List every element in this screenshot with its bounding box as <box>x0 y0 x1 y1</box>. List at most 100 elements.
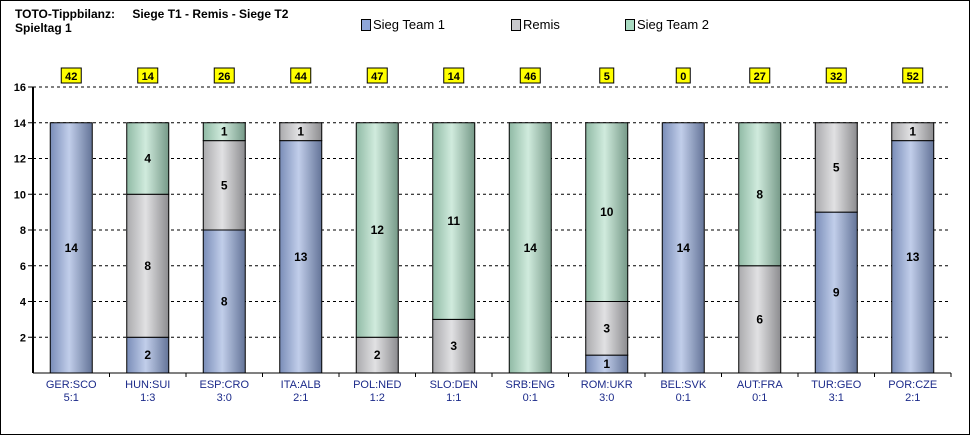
y-tick-label-2: 2 <box>20 332 26 344</box>
segment-label-esp-cro-sieg-team-1: 8 <box>221 295 228 309</box>
bar-segment-bel-svk-sieg-team-1 <box>661 122 705 374</box>
segment-label-ita-alb-sieg-team-1: 13 <box>294 250 308 264</box>
top-label-box-srb-eng <box>519 67 541 84</box>
segment-label-esp-cro-remis: 5 <box>221 178 228 192</box>
top-label-box-hun-sui <box>137 67 159 84</box>
bar-segment-esp-cro-sieg-team-2 <box>202 122 246 142</box>
legend-item-remis: Remis <box>511 17 560 32</box>
top-label-ger-sco: 42 <box>65 71 77 83</box>
category-label-aut-fra: AUT:FRA <box>737 379 784 391</box>
category-label-rom-ukr: ROM:UKR <box>581 379 633 391</box>
top-label-srb-eng: 46 <box>524 71 536 83</box>
bar-segment-hun-sui-sieg-team-2 <box>126 122 170 195</box>
category-label-slo-den: SLO:DEN <box>430 379 478 391</box>
result-label-aut-fra: 0:1 <box>752 392 767 404</box>
result-label-ita-alb: 2:1 <box>293 392 308 404</box>
top-label-ita-alb: 44 <box>295 71 308 83</box>
legend-item-sieg-team-2: Sieg Team 2 <box>625 17 709 32</box>
y-tick-label-6: 6 <box>20 261 26 273</box>
bar-segment-esp-cro-remis <box>202 140 246 231</box>
top-label-box-aut-fra <box>749 67 771 84</box>
category-label-tur-geo: TUR:GEO <box>811 379 862 391</box>
segment-label-srb-eng-sieg-team-2: 14 <box>524 241 538 255</box>
bar-segment-srb-eng-sieg-team-2 <box>508 122 552 374</box>
result-label-pol-ned: 1:2 <box>370 392 385 404</box>
bar-segment-rom-ukr-sieg-team-2 <box>585 122 629 302</box>
chart-title-prefix: TOTO-Tippbilanz: <box>15 7 115 21</box>
segment-label-pol-ned-sieg-team-2: 12 <box>371 223 385 237</box>
result-label-esp-cro: 3:0 <box>217 392 232 404</box>
segment-label-esp-cro-sieg-team-2: 1 <box>221 125 228 139</box>
top-label-esp-cro: 26 <box>218 71 230 83</box>
result-label-bel-svk: 0:1 <box>676 392 691 404</box>
top-label-box-ger-sco <box>60 67 82 84</box>
result-label-srb-eng: 0:1 <box>523 392 538 404</box>
bar-segment-hun-sui-remis <box>126 193 170 338</box>
result-label-por-cze: 2:1 <box>905 392 920 404</box>
y-tick-label-14: 14 <box>14 118 27 130</box>
top-label-box-bel-svk <box>675 67 691 84</box>
legend-label-remis: Remis <box>523 17 560 32</box>
result-label-hun-sui: 1:3 <box>140 392 155 404</box>
category-label-ger-sco: GER:SCO <box>46 379 97 391</box>
chart-subtitle: Spieltag 1 <box>15 21 72 35</box>
bar-segment-por-cze-sieg-team-1 <box>891 140 935 374</box>
bar-segment-ita-alb-remis <box>279 122 323 142</box>
legend-swatch-sieg-team-2 <box>625 19 635 31</box>
category-label-pol-ned: POL:NED <box>353 379 401 391</box>
result-label-slo-den: 1:1 <box>446 392 461 404</box>
segment-label-slo-den-remis: 3 <box>450 339 457 353</box>
bar-segment-ger-sco-sieg-team-1 <box>49 122 93 374</box>
segment-label-slo-den-sieg-team-2: 11 <box>447 214 460 228</box>
legend-swatch-sieg-team-1 <box>361 19 371 31</box>
result-label-ger-sco: 5:1 <box>64 392 79 404</box>
segment-label-por-cze-remis: 1 <box>909 125 916 139</box>
y-tick-label-10: 10 <box>14 189 26 201</box>
segment-label-ger-sco-sieg-team-1: 14 <box>65 241 79 255</box>
category-label-por-cze: POR:CZE <box>888 379 937 391</box>
segment-label-bel-svk-sieg-team-1: 14 <box>677 241 691 255</box>
category-label-esp-cro: ESP:CRO <box>199 379 249 391</box>
top-label-box-pol-ned <box>366 67 388 84</box>
top-label-slo-den: 14 <box>448 71 461 83</box>
segment-label-pol-ned-remis: 2 <box>374 348 381 362</box>
bar-segment-slo-den-sieg-team-2 <box>432 122 476 320</box>
segment-label-rom-ukr-sieg-team-2: 10 <box>600 205 614 219</box>
legend-item-sieg-team-1: Sieg Team 1 <box>361 17 445 32</box>
top-label-box-por-cze <box>902 67 924 84</box>
category-label-bel-svk: BEL:SVK <box>660 379 707 391</box>
y-tick-label-12: 12 <box>14 154 26 166</box>
bar-segment-tur-geo-remis <box>814 122 858 213</box>
top-label-tur-geo: 32 <box>830 71 842 83</box>
segment-label-por-cze-sieg-team-1: 13 <box>906 250 920 264</box>
bar-segment-aut-fra-remis <box>738 265 782 374</box>
top-label-pol-ned: 47 <box>371 71 383 83</box>
bar-segment-pol-ned-remis <box>355 336 399 374</box>
legend-swatch-remis <box>511 19 521 31</box>
result-label-rom-ukr: 3:0 <box>599 392 614 404</box>
segment-label-ita-alb-remis: 1 <box>297 125 304 139</box>
bar-segment-aut-fra-sieg-team-2 <box>738 122 782 267</box>
segment-label-hun-sui-remis: 8 <box>144 259 151 273</box>
category-label-srb-eng: SRB:ENG <box>505 379 555 391</box>
legend-label-sieg-team-1: Sieg Team 1 <box>373 17 446 32</box>
top-label-rom-ukr: 5 <box>604 71 610 83</box>
category-label-hun-sui: HUN:SUI <box>125 379 170 391</box>
top-label-hun-sui: 14 <box>142 71 155 83</box>
bar-segment-rom-ukr-remis <box>585 301 629 356</box>
bar-segment-por-cze-remis <box>891 122 935 142</box>
category-label-ita-alb: ITA:ALB <box>281 379 321 391</box>
segment-label-tur-geo-remis: 5 <box>833 160 840 174</box>
segment-label-tur-geo-sieg-team-1: 9 <box>833 286 840 300</box>
bar-segment-esp-cro-sieg-team-1 <box>202 229 246 374</box>
chart-title-series: Siege T1 - Remis - Siege T2 <box>132 7 289 21</box>
top-label-box-ita-alb <box>290 67 312 84</box>
y-tick-label-4: 4 <box>20 297 27 309</box>
top-label-box-slo-den <box>443 67 465 84</box>
segment-label-hun-sui-sieg-team-2: 4 <box>144 152 151 166</box>
top-label-por-cze: 52 <box>907 71 919 83</box>
segment-label-rom-ukr-sieg-team-1: 1 <box>603 357 610 371</box>
y-tick-label-8: 8 <box>20 225 26 237</box>
